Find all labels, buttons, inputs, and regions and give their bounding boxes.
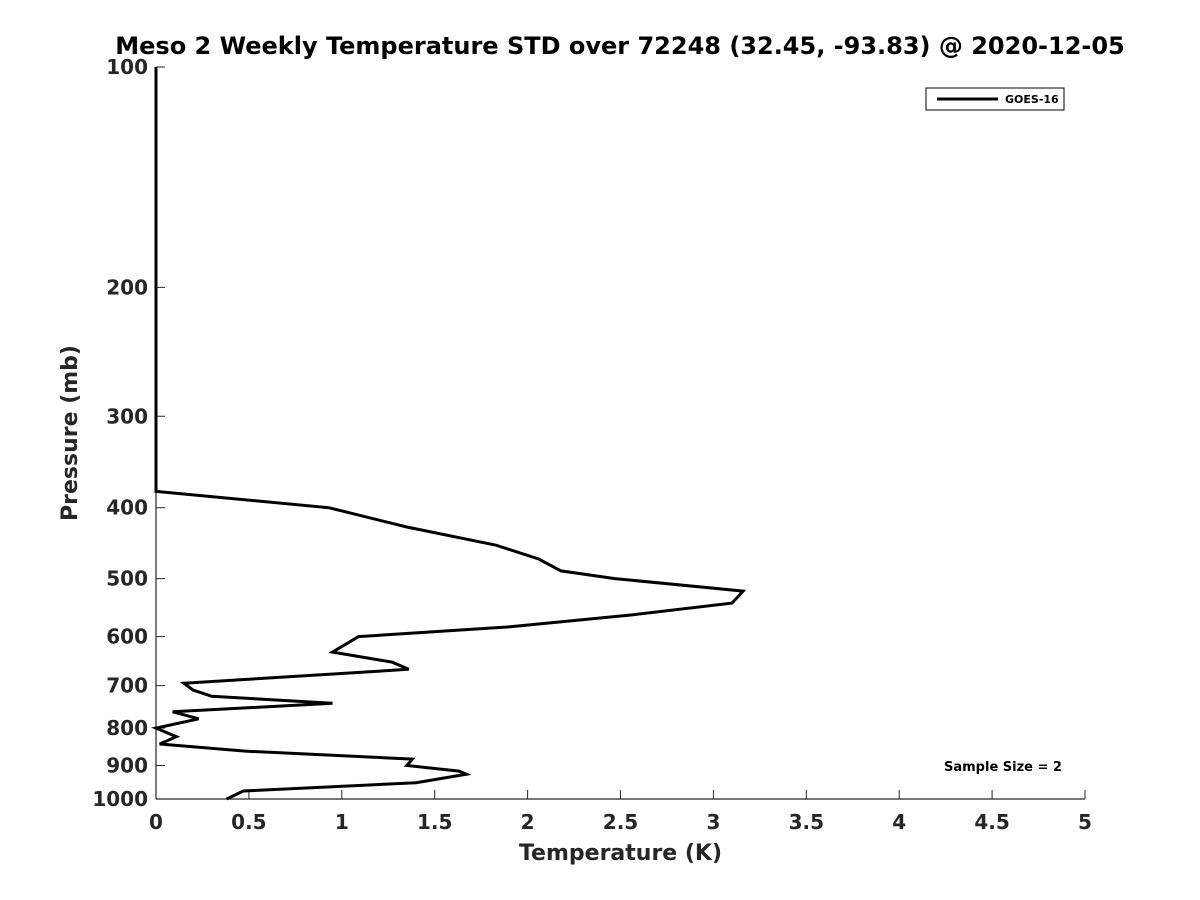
y-tick-label: 1000 [92, 787, 148, 811]
x-tick-label: 3 [706, 810, 720, 834]
x-tick-label: 0.5 [231, 810, 266, 834]
legend: GOES-16 [925, 87, 1065, 111]
y-tick-label: 800 [106, 716, 148, 740]
x-tick-label: 0 [149, 810, 163, 834]
x-tick-label: 4.5 [974, 810, 1009, 834]
chart-title: Meso 2 Weekly Temperature STD over 72248… [115, 32, 1125, 60]
x-tick-label: 5 [1078, 810, 1092, 834]
y-tick-label: 200 [106, 275, 148, 299]
x-tick-label: 3.5 [789, 810, 824, 834]
y-tick-label: 400 [106, 496, 148, 520]
y-tick-label: 600 [106, 625, 148, 649]
x-tick-label: 1 [335, 810, 349, 834]
x-tick-label: 2.5 [603, 810, 638, 834]
y-axis-label: Pressure (mb) [58, 345, 83, 521]
y-tick-label: 900 [106, 754, 148, 778]
legend-label: GOES-16 [1005, 93, 1059, 106]
sample-size-annotation: Sample Size = 2 [944, 760, 1062, 775]
y-tick-label: 700 [106, 674, 148, 698]
series-line-goes-16 [151, 67, 747, 801]
x-axis-label: Temperature (K) [519, 841, 722, 866]
y-tick-label: 500 [106, 567, 148, 591]
y-tick-label: 300 [106, 404, 148, 428]
x-tick-label: 2 [521, 810, 535, 834]
x-tick-label: 4 [892, 810, 906, 834]
plot-area [156, 67, 1085, 799]
series-layer [151, 67, 747, 801]
axes: 0 0.5 1 1.5 2 2.5 3 3.5 4 4.5 5 100 200 300 400 500 600 7… [92, 55, 1092, 834]
x-tick-label: 1.5 [417, 810, 452, 834]
y-tick-label: 100 [106, 55, 148, 79]
